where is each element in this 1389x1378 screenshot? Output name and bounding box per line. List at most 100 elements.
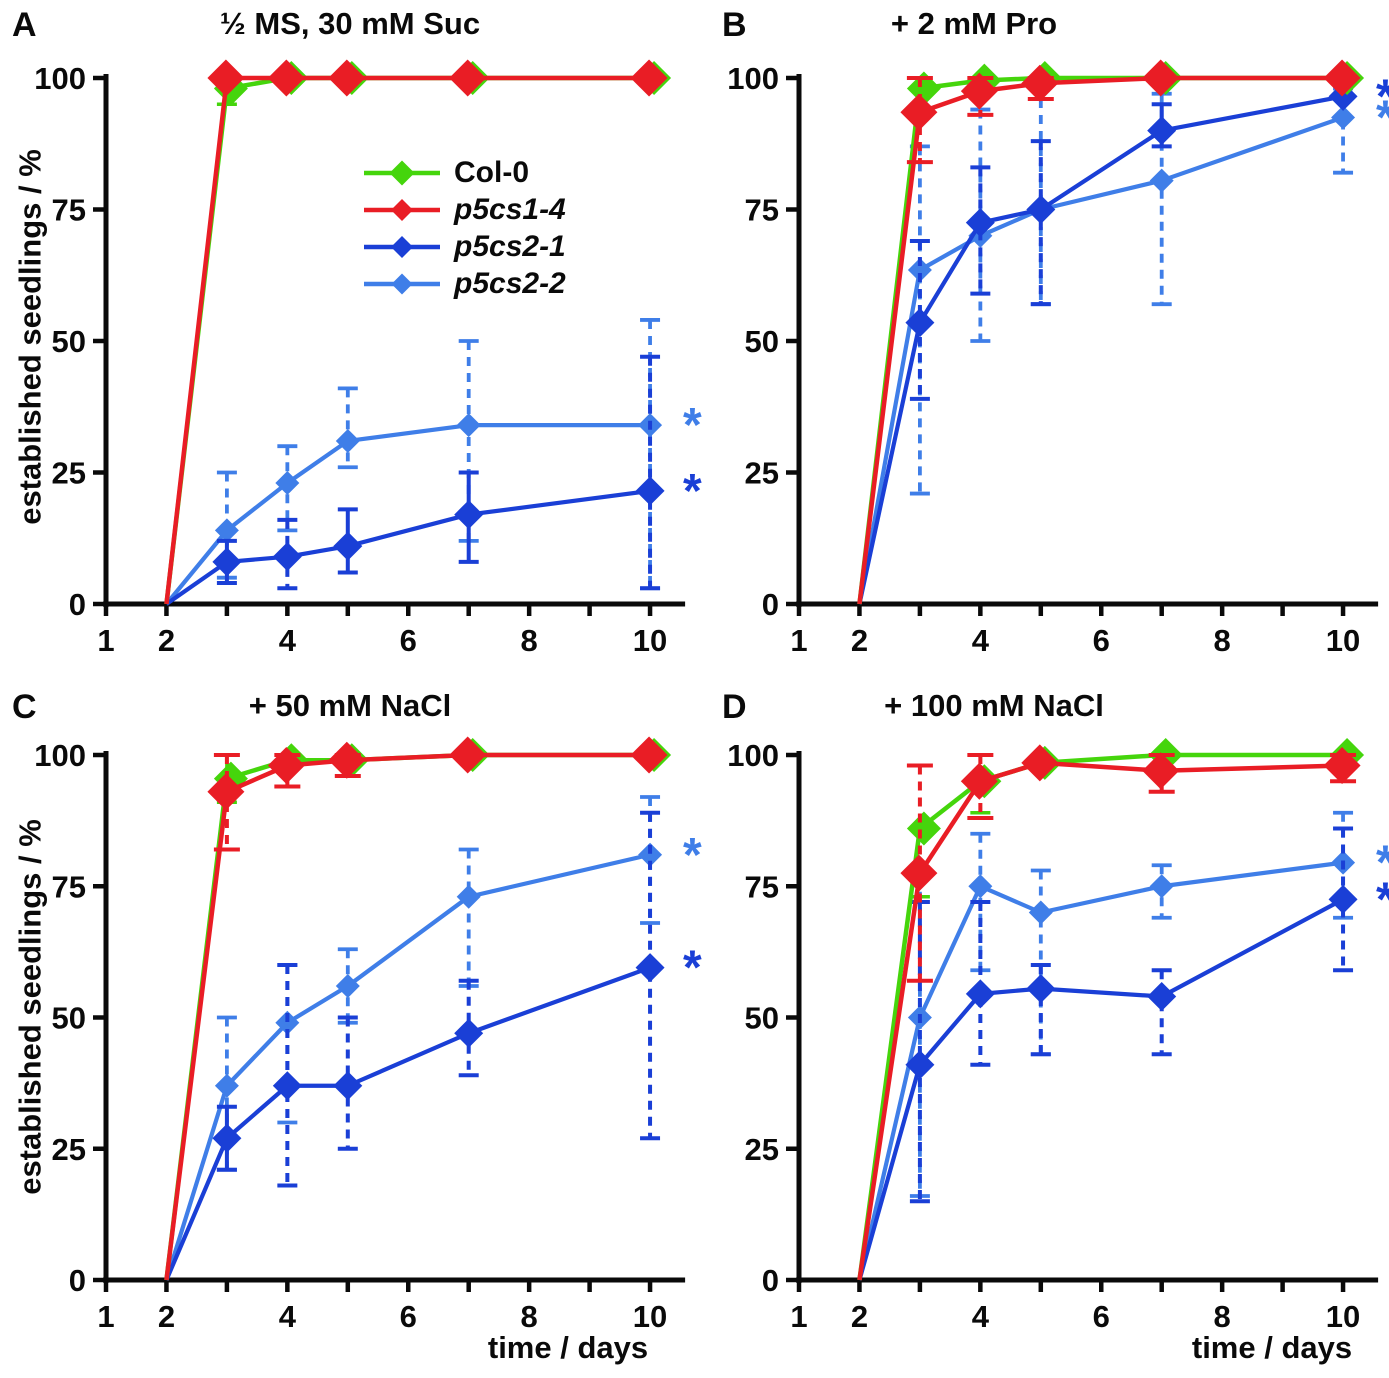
- data-point-marker: [1142, 752, 1180, 790]
- x-tick-label: 1: [97, 623, 114, 658]
- data-point-marker: [1149, 874, 1174, 899]
- series-p5cs1-4: [857, 744, 1361, 1281]
- data-point-marker: [1147, 982, 1177, 1011]
- x-tick-label: 1: [790, 623, 807, 658]
- y-tick-label: 50: [745, 1001, 779, 1036]
- series-Col-0: [164, 61, 672, 605]
- panel-label-a: A: [12, 6, 37, 44]
- legend-item-p5cs2-2: p5cs2-2: [362, 265, 566, 302]
- data-point-marker: [635, 476, 665, 506]
- significance-asterisk-p5cs2-1: *: [683, 942, 702, 995]
- legend-label-p5cs2-2: p5cs2-2: [454, 266, 566, 300]
- x-tick-label: 10: [633, 1299, 667, 1334]
- data-point-marker: [905, 1050, 935, 1080]
- data-point-marker: [968, 874, 993, 899]
- data-point-marker: [333, 531, 363, 561]
- data-point-marker: [212, 547, 242, 577]
- x-tick-label: 8: [521, 623, 538, 658]
- series-markers-p5cs2-2: [907, 105, 1356, 282]
- x-tick-label: 2: [158, 1299, 175, 1334]
- data-point-marker: [335, 428, 360, 453]
- x-tick-label: 4: [972, 623, 990, 658]
- y-tick-label: 25: [745, 456, 779, 491]
- data-point-marker: [960, 72, 998, 110]
- data-point-marker: [906, 71, 941, 106]
- significance-asterisk-p5cs2-2: *: [1376, 91, 1389, 144]
- data-point-marker: [212, 1123, 242, 1153]
- x-tick-label: 4: [972, 1299, 990, 1334]
- data-point-marker: [1328, 884, 1358, 914]
- data-point-marker: [1026, 195, 1056, 224]
- panel-title-b: + 2 mM Pro: [890, 6, 1058, 41]
- x-tick-label: 8: [1214, 1299, 1231, 1334]
- series-p5cs1-4: [857, 59, 1361, 605]
- legend-label-col-0: Col-0: [454, 155, 529, 189]
- data-point-marker: [456, 413, 481, 438]
- data-point-marker: [1323, 747, 1361, 784]
- panel-label-b: B: [722, 6, 747, 44]
- series-line-Col-0: [164, 752, 651, 1281]
- data-point-marker: [1142, 59, 1180, 97]
- data-point-marker: [272, 542, 302, 572]
- p5cs2-2-line-marker-icon: [362, 270, 442, 298]
- series-line-p5cs1-4: [164, 752, 651, 1281]
- y-tick-label: 100: [727, 738, 779, 773]
- data-point-marker: [267, 747, 305, 784]
- series-markers-p5cs2-2: [214, 842, 663, 1098]
- legend-item-p5cs2-1: p5cs2-1: [362, 228, 566, 265]
- series-line-p5cs2-2: [857, 860, 1344, 1281]
- legend: Col-0 p5cs1-4 p5cs2-1 p5cs2-2: [362, 154, 566, 302]
- series-line-p5cs2-2: [164, 852, 651, 1281]
- data-point-marker: [635, 953, 665, 983]
- x-tick-label: 4: [279, 1299, 297, 1334]
- series-p5cs2-1: [857, 81, 1358, 605]
- panel-title-c: + 50 mM NaCl: [248, 688, 452, 723]
- legend-label-p5cs2-1: p5cs2-1: [454, 229, 566, 263]
- series-p5cs1-4: [164, 59, 668, 605]
- y-axis-title-row2: established seedlings / %: [12, 819, 48, 1195]
- x-tick-label: 1: [790, 1299, 807, 1334]
- data-point-marker: [454, 500, 484, 530]
- p5cs2-1-line-marker-icon: [362, 233, 442, 261]
- x-tick-label: 4: [279, 623, 297, 658]
- x-tick-label: 8: [1214, 623, 1231, 658]
- series-Col-0: [857, 61, 1365, 605]
- series-Col-0: [164, 738, 672, 1281]
- series-line-p5cs1-4: [857, 760, 1344, 1281]
- x-tick-label: 1: [97, 1299, 114, 1334]
- series-p5cs2-1: [857, 826, 1358, 1281]
- series-markers-p5cs1-4: [900, 744, 1361, 892]
- data-point-marker: [207, 773, 245, 811]
- x-tick-label: 2: [851, 1299, 868, 1334]
- x-tick-label: 6: [400, 1299, 417, 1334]
- legend-item-col-0: Col-0: [362, 154, 566, 191]
- data-point-marker: [1021, 64, 1059, 102]
- series-markers-p5cs1-4: [207, 736, 668, 811]
- data-point-marker: [275, 1010, 300, 1035]
- data-point-marker: [900, 93, 938, 131]
- data-point-marker: [275, 471, 300, 496]
- y-tick-label: 0: [69, 587, 86, 622]
- legend-item-p5cs1-4: p5cs1-4: [362, 191, 566, 228]
- data-point-marker: [1028, 900, 1053, 925]
- significance-asterisk-p5cs2-2: *: [1376, 837, 1389, 890]
- y-tick-label: 100: [727, 61, 779, 96]
- data-point-marker: [900, 854, 938, 892]
- y-tick-label: 100: [34, 738, 86, 773]
- data-point-marker: [630, 59, 668, 97]
- series-line-p5cs2-2: [857, 115, 1344, 605]
- series-p5cs1-4: [164, 736, 668, 1281]
- data-point-marker: [328, 59, 366, 97]
- significance-asterisk-p5cs2-1: *: [1376, 873, 1389, 926]
- series-line-p5cs1-4: [164, 75, 651, 605]
- series-Col-0: [857, 738, 1365, 1281]
- significance-asterisk-p5cs2-1: *: [1376, 70, 1389, 123]
